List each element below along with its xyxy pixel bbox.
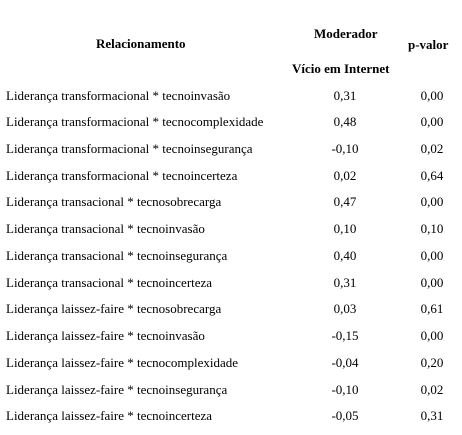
relationship-cell: Liderança transacional * tecnosobrecarga	[6, 194, 222, 209]
moderator-cell: 0,31	[333, 275, 357, 290]
relationship-cell: Liderança transformacional * tecnocomple…	[6, 114, 264, 129]
p-value-cell: 0,00	[420, 328, 444, 343]
table-row: Liderança transformacional * tecnoinsegu…	[0, 141, 462, 167]
relationship-cell: Liderança laissez-faire * tecnoincerteza	[6, 408, 213, 423]
table-row: Liderança laissez-faire * tecnoinseguran…	[0, 382, 462, 408]
p-value-cell: 0,10	[420, 221, 444, 236]
moderator-cell: 0,48	[333, 114, 357, 129]
p-value-cell: 0,61	[420, 301, 444, 316]
relationship-cell: Liderança transformacional * tecnoincert…	[6, 168, 238, 183]
moderator-cell: 0,10	[333, 221, 357, 236]
moderator-cell: 0,40	[333, 248, 357, 263]
table-row: Liderança transacional * tecnoinseguranç…	[0, 248, 462, 274]
moderator-cell: 0,03	[333, 301, 357, 316]
relationship-cell: Liderança transacional * tecnoincerteza	[6, 275, 213, 290]
relationship-cell: Liderança laissez-faire * tecnoinvasão	[6, 328, 205, 343]
table-row: Liderança laissez-faire * tecnoincerteza…	[0, 408, 462, 434]
p-value-cell: 0,00	[420, 88, 444, 103]
relationship-cell: Liderança transformacional * tecnoinsegu…	[6, 141, 253, 156]
p-value-cell: 0,64	[420, 168, 444, 183]
p-value-cell: 0,00	[420, 248, 444, 263]
moderator-cell: 0,47	[333, 194, 357, 209]
table-row: Liderança transformacional * tecnoincert…	[0, 168, 462, 194]
moderator-cell: -0,05	[331, 408, 359, 423]
moderator-cell: -0,04	[331, 355, 359, 370]
table-row: Liderança laissez-faire * tecnosobrecarg…	[0, 301, 462, 327]
p-value-cell: 0,02	[420, 382, 444, 397]
table-row: Liderança transacional * tecnoinvasão 0,…	[0, 221, 462, 247]
table-row: Liderança transacional * tecnosobrecarga…	[0, 194, 462, 220]
relationship-cell: Liderança transacional * tecnoinseguranç…	[6, 248, 228, 263]
table-row: Liderança transformacional * tecnocomple…	[0, 114, 462, 140]
p-value-cell: 0,02	[420, 141, 444, 156]
table-row: Liderança laissez-faire * tecnocomplexid…	[0, 355, 462, 381]
moderator-cell: 0,02	[333, 168, 357, 183]
p-value-cell: 0,00	[420, 114, 444, 129]
relationship-cell: Liderança laissez-faire * tecnosobrecarg…	[6, 301, 222, 316]
header-p-value: p-valor	[408, 37, 449, 52]
relationship-cell: Liderança laissez-faire * tecnocomplexid…	[6, 355, 239, 370]
p-value-cell: 0,00	[420, 194, 444, 209]
table-row: Liderança laissez-faire * tecnoinvasão -…	[0, 328, 462, 354]
p-value-cell: 0,00	[420, 275, 444, 290]
header-moderator: Moderador	[314, 26, 378, 41]
header-relationship: Relacionamento	[96, 36, 186, 51]
relationship-cell: Liderança transacional * tecnoinvasão	[6, 221, 205, 236]
table-row: Liderança transacional * tecnoincerteza …	[0, 275, 462, 301]
relationship-cell: Liderança transformacional * tecnoinvasã…	[6, 88, 231, 103]
relationship-cell: Liderança laissez-faire * tecnoinseguran…	[6, 382, 228, 397]
p-value-cell: 0,31	[420, 408, 444, 423]
moderator-cell: -0,15	[331, 328, 359, 343]
moderator-cell: -0,10	[331, 382, 359, 397]
moderator-cell: -0,10	[331, 141, 359, 156]
p-value-cell: 0,20	[420, 355, 444, 370]
moderator-cell: 0,31	[333, 88, 357, 103]
header-moderator-sub: Vício em Internet	[292, 61, 390, 76]
table-row: Liderança transformacional * tecnoinvasã…	[0, 88, 462, 114]
